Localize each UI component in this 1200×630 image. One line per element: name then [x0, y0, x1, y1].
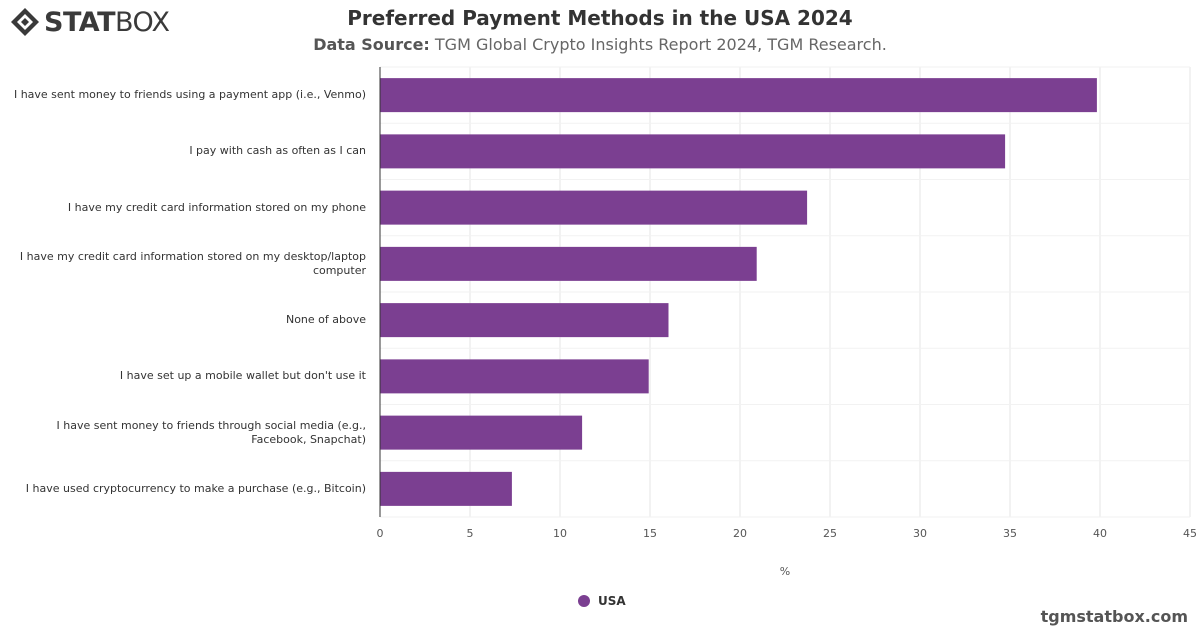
- site-credit: tgmstatbox.com: [1040, 607, 1188, 626]
- y-category-label: None of above: [285, 313, 366, 327]
- bar: [380, 303, 669, 338]
- legend-label: USA: [598, 594, 626, 608]
- x-axis-label: %: [780, 565, 790, 578]
- x-tick-label: 45: [1183, 527, 1197, 540]
- x-tick-label: 15: [643, 527, 657, 540]
- x-tick-label: 0: [377, 527, 384, 540]
- y-category-label: I have sent money to friends using a pay…: [13, 88, 366, 102]
- legend-item-usa[interactable]: USA: [578, 594, 626, 608]
- legend-marker: [578, 595, 590, 607]
- x-tick-label: 25: [823, 527, 837, 540]
- y-category-label: I have my credit card information stored…: [67, 200, 366, 214]
- y-category-label: I have sent money to friends through soc…: [56, 418, 366, 446]
- statbox-logo-icon: [11, 8, 39, 36]
- bar: [380, 190, 808, 225]
- x-tick-label: 40: [1093, 527, 1107, 540]
- bar: [380, 359, 649, 394]
- logo-text-bold: STAT: [44, 6, 115, 38]
- y-category-label: I have set up a mobile wallet but don't …: [119, 369, 366, 383]
- x-tick-label: 5: [467, 527, 474, 540]
- source-label: Data Source:: [313, 35, 430, 54]
- y-category-label: I pay with cash as often as I can: [189, 144, 366, 158]
- chart-subtitle: Data Source: TGM Global Crypto Insights …: [0, 35, 1200, 54]
- x-tick-label: 10: [553, 527, 567, 540]
- bar: [380, 134, 1006, 169]
- y-category-label: I have used cryptocurrency to make a pur…: [25, 481, 366, 495]
- bar: [380, 471, 512, 506]
- bar: [380, 246, 757, 281]
- chart-title: Preferred Payment Methods in the USA 202…: [347, 6, 853, 30]
- bar: [380, 415, 583, 450]
- logo-text: STATBOX: [44, 9, 170, 36]
- x-tick-label: 20: [733, 527, 747, 540]
- logo-text-light: BOX: [114, 6, 170, 38]
- source-text: TGM Global Crypto Insights Report 2024, …: [434, 35, 887, 54]
- bar: [380, 78, 1097, 113]
- x-tick-label: 35: [1003, 527, 1017, 540]
- x-tick-label: 30: [913, 527, 927, 540]
- statbox-logo: STATBOX: [10, 6, 170, 38]
- y-category-label: I have my credit card information stored…: [19, 249, 366, 277]
